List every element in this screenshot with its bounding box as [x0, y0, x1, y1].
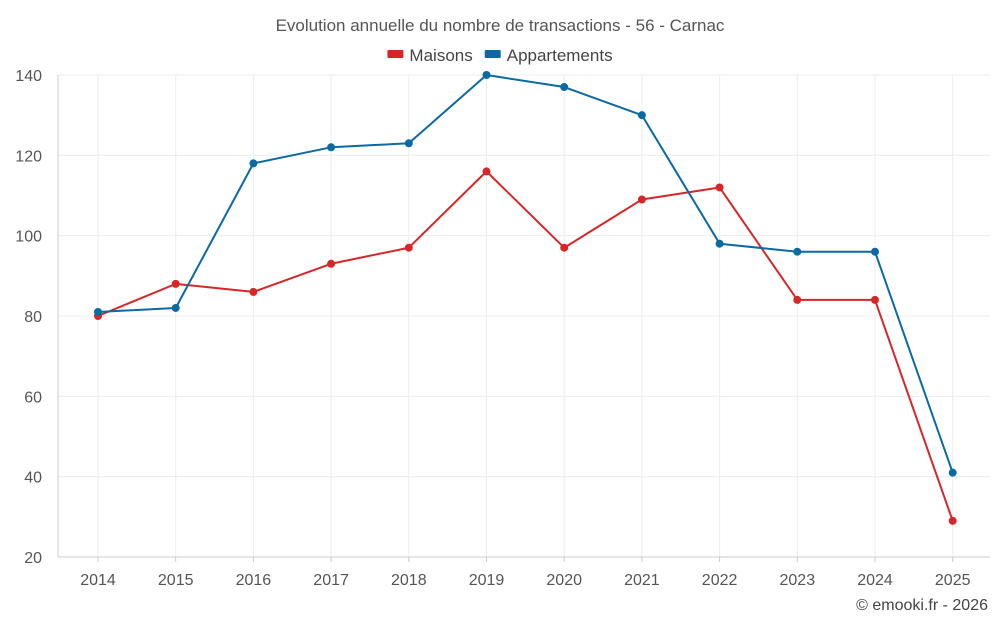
x-tick-label: 2020 [546, 572, 582, 589]
point-maisons-2021[interactable] [637, 195, 646, 204]
point-maisons-2018[interactable] [404, 243, 413, 252]
y-tick-label: 60 [24, 389, 42, 406]
point-maisons-2022[interactable] [715, 183, 724, 192]
point-appartements-2024[interactable] [871, 247, 879, 256]
point-appartements-2023[interactable] [793, 247, 802, 256]
y-tick-label: 80 [24, 309, 42, 326]
legend-label-appartements[interactable]: Appartements [507, 46, 613, 65]
x-tick-label: 2018 [391, 572, 427, 589]
point-maisons-2025[interactable] [948, 516, 957, 525]
chart-title: Evolution annuelle du nombre de transact… [276, 16, 725, 35]
point-maisons-2017[interactable] [327, 259, 336, 268]
series-line-maisons [97, 170, 954, 522]
axes: 20 40 60 80 100 120 140 2014 2015 2016 2017 2018 201… [15, 68, 990, 589]
x-tick-label: 2019 [469, 572, 505, 589]
point-appartements-2014[interactable] [94, 307, 102, 316]
point-maisons-2024[interactable] [871, 295, 879, 304]
point-appartements-2020[interactable] [560, 83, 569, 92]
point-appartements-2016[interactable] [249, 159, 258, 168]
point-appartements-2025[interactable] [948, 468, 957, 477]
x-tick-label: 2014 [80, 572, 116, 589]
point-maisons-2016[interactable] [249, 287, 258, 296]
y-tick-label: 120 [15, 148, 42, 165]
point-maisons-2019[interactable] [482, 167, 491, 176]
point-maisons-2015[interactable] [171, 279, 180, 288]
series-group [94, 71, 957, 525]
point-appartements-2018[interactable] [404, 139, 413, 148]
point-appartements-2015[interactable] [171, 303, 180, 312]
legend-swatch-maisons[interactable] [387, 50, 404, 58]
x-tick-label: 2015 [158, 572, 194, 589]
x-tick-label: 2016 [236, 572, 272, 589]
point-appartements-2021[interactable] [637, 111, 646, 120]
credit-text: © emooki.fr - 2026 [856, 597, 988, 614]
point-appartements-2017[interactable] [327, 143, 336, 152]
grid [58, 74, 990, 558]
x-tick-label: 2025 [935, 572, 971, 589]
y-tick-label: 140 [15, 68, 42, 85]
x-tick-label: 2021 [624, 572, 660, 589]
y-tick-label: 100 [15, 229, 42, 246]
legend-swatch-appartements[interactable] [484, 50, 501, 58]
series-line-appartements [97, 74, 954, 473]
x-tick-label: 2022 [702, 572, 738, 589]
legend: Maisons Appartements [387, 46, 613, 65]
point-appartements-2019[interactable] [482, 71, 491, 79]
y-tick-label: 20 [24, 550, 42, 567]
point-maisons-2023[interactable] [793, 295, 802, 304]
point-appartements-2022[interactable] [715, 239, 724, 248]
legend-label-maisons[interactable]: Maisons [409, 46, 472, 65]
x-tick-label: 2023 [780, 572, 816, 589]
y-tick-label: 40 [24, 470, 42, 487]
x-tick-label: 2017 [313, 572, 349, 589]
point-maisons-2020[interactable] [560, 243, 569, 252]
x-tick-label: 2024 [857, 572, 893, 589]
